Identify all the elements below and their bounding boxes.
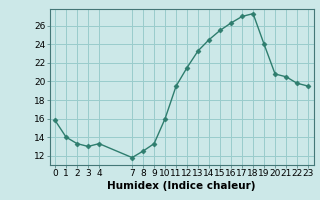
X-axis label: Humidex (Indice chaleur): Humidex (Indice chaleur) — [107, 181, 256, 191]
